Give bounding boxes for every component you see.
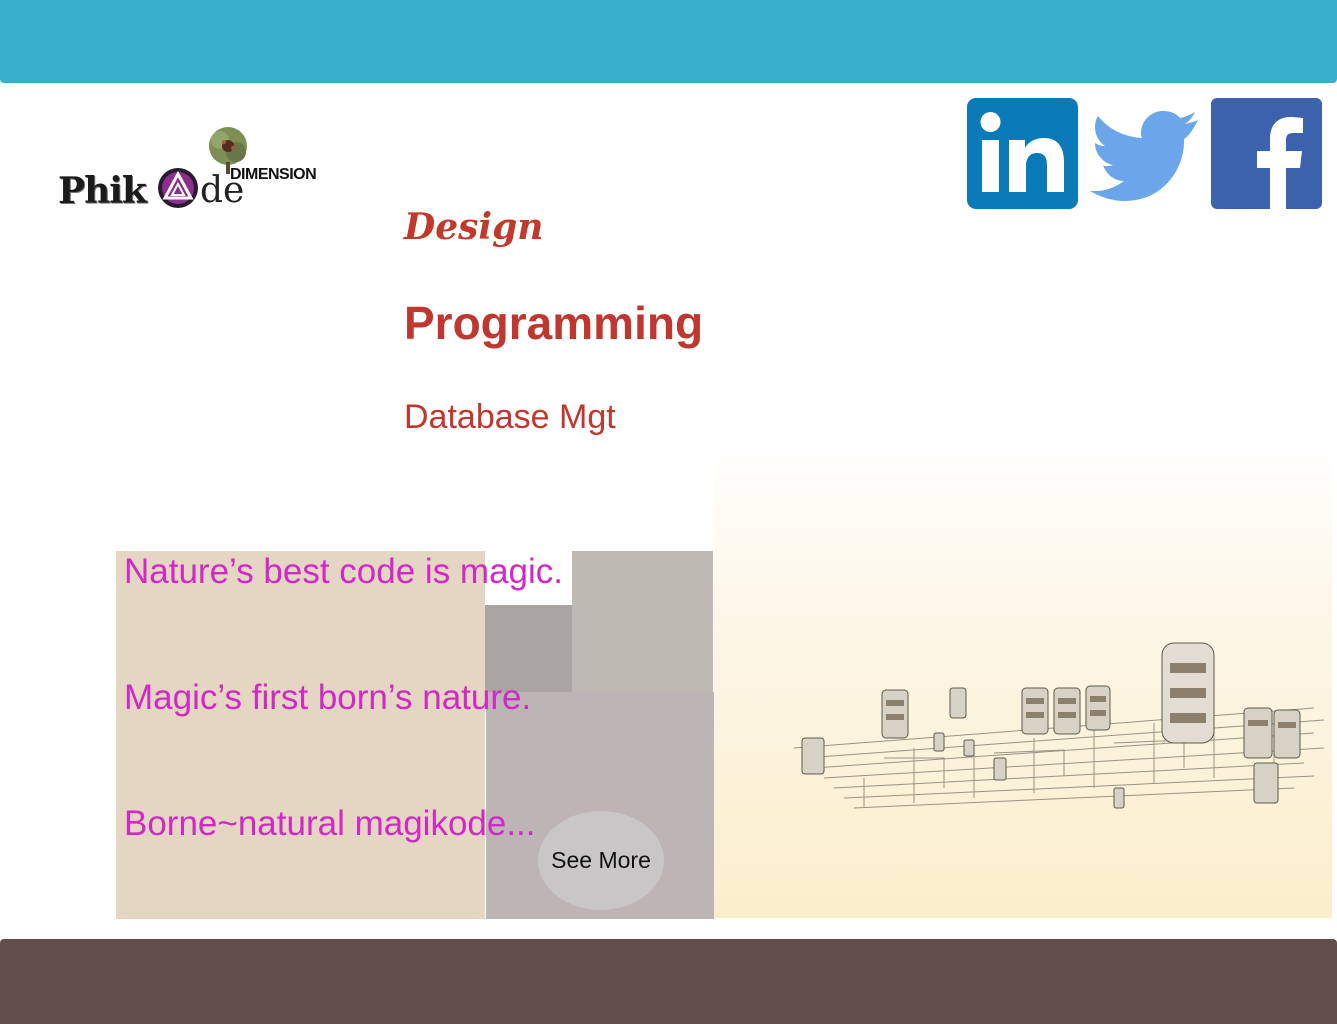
beige-panel bbox=[116, 551, 485, 919]
tree-icon bbox=[209, 127, 247, 174]
facebook-link[interactable] bbox=[1211, 98, 1322, 209]
service-design-link[interactable]: Design bbox=[404, 206, 544, 248]
gray-tile-small bbox=[485, 605, 572, 692]
triangle-emblem-icon bbox=[158, 168, 198, 208]
linkedin-link[interactable] bbox=[967, 98, 1078, 209]
site-logo[interactable]: Phik de DIMENSION bbox=[58, 126, 328, 216]
service-database-link[interactable]: Database Mgt bbox=[404, 398, 616, 436]
linkedin-icon bbox=[967, 98, 1078, 209]
twitter-link[interactable] bbox=[1088, 98, 1199, 209]
gray-tile-large bbox=[572, 551, 713, 692]
logo-wordmark: Phik bbox=[58, 170, 147, 212]
top-header-bar bbox=[0, 0, 1337, 83]
quote-line-3: Borne~natural magikode... bbox=[124, 804, 536, 843]
vacuum-tube-circuit-illustration bbox=[793, 642, 1325, 809]
logo-wordmark-suffix: de bbox=[200, 170, 245, 211]
white-tile bbox=[485, 551, 572, 605]
quote-line-1: Nature’s best code is magic. bbox=[124, 552, 564, 591]
logo-tagline: DIMENSION bbox=[230, 166, 317, 183]
see-more-button[interactable]: See More bbox=[538, 811, 664, 910]
footer-bar bbox=[0, 939, 1337, 1024]
quote-line-2: Magic’s first born’s nature. bbox=[124, 678, 532, 717]
service-programming-link[interactable]: Programming bbox=[404, 297, 704, 349]
facebook-icon bbox=[1211, 98, 1322, 209]
twitter-icon bbox=[1090, 111, 1198, 201]
circuit-board-image bbox=[714, 458, 1332, 918]
